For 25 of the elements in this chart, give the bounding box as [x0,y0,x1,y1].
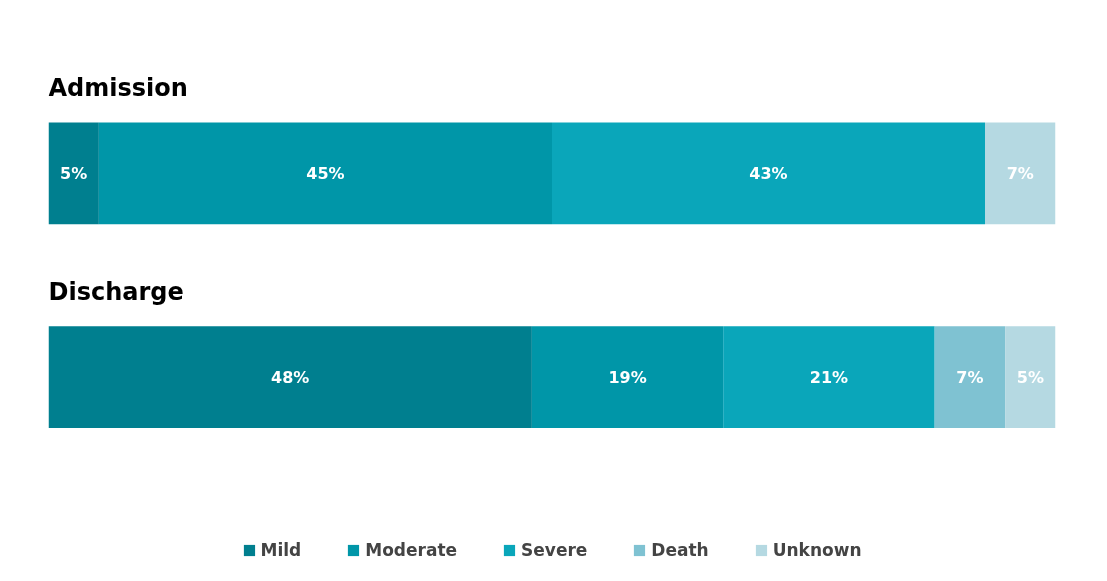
legend-label: Mild [260,540,302,560]
legend-label: Severe [521,540,588,560]
bar [985,122,1056,225]
bar [98,122,552,225]
data-label: 7% [956,367,984,387]
bar [552,122,986,225]
data-label: 5% [1016,367,1044,387]
data-label: 45% [306,163,345,183]
y-tick-label: Discharge [48,277,184,306]
bar [531,326,724,428]
legend-label: Death [651,540,709,560]
data-label: 7% [1006,163,1034,183]
y-tick-label: Admission [48,74,188,103]
data-label: 43% [749,163,788,183]
bar [1005,326,1056,428]
data-label: 19% [608,367,647,387]
data-label: 48% [271,367,310,387]
bar [48,122,99,225]
data-label: 21% [809,367,849,387]
legend-label: Unknown [772,540,862,560]
data-label: 5% [60,163,88,183]
bar [48,326,532,428]
bar [723,326,935,428]
bar [934,326,1006,428]
legend-label: Moderate [365,540,458,560]
